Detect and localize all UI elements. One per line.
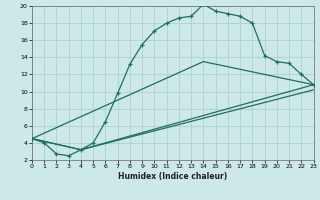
X-axis label: Humidex (Indice chaleur): Humidex (Indice chaleur) (118, 172, 228, 181)
